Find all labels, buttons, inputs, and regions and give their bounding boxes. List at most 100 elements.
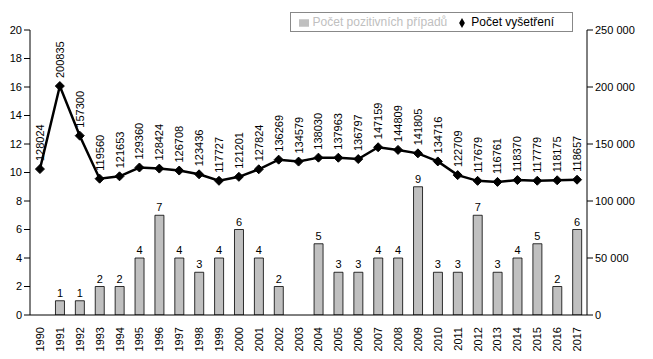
svg-text:3: 3: [455, 258, 461, 270]
svg-text:12: 12: [10, 138, 22, 150]
svg-text:157300: 157300: [74, 91, 86, 128]
svg-text:2000: 2000: [233, 327, 245, 351]
svg-text:141805: 141805: [412, 109, 424, 146]
svg-text:4: 4: [514, 244, 520, 256]
svg-text:2: 2: [554, 273, 560, 285]
svg-text:4: 4: [16, 252, 22, 264]
svg-text:134716: 134716: [432, 117, 444, 154]
svg-text:1990: 1990: [34, 327, 46, 351]
svg-text:20: 20: [10, 24, 22, 36]
svg-text:4: 4: [375, 244, 381, 256]
svg-text:6: 6: [236, 216, 242, 228]
svg-text:2003: 2003: [293, 327, 305, 351]
svg-text:2017: 2017: [571, 327, 583, 351]
svg-text:2011: 2011: [452, 327, 464, 351]
svg-text:4: 4: [136, 244, 142, 256]
svg-text:126708: 126708: [173, 126, 185, 163]
svg-text:2: 2: [97, 273, 103, 285]
svg-text:117727: 117727: [213, 137, 225, 173]
svg-text:122709: 122709: [452, 130, 464, 167]
svg-text:123436: 123436: [193, 130, 205, 167]
svg-text:1992: 1992: [74, 327, 86, 351]
svg-text:2015: 2015: [531, 327, 543, 351]
svg-text:100 000: 100 000: [595, 195, 635, 207]
svg-text:1993: 1993: [94, 327, 106, 351]
svg-text:2005: 2005: [332, 327, 344, 351]
svg-text:7: 7: [156, 201, 162, 213]
svg-text:1: 1: [77, 287, 83, 299]
svg-text:137963: 137963: [332, 113, 344, 150]
svg-text:2009: 2009: [412, 327, 424, 351]
svg-text:0: 0: [595, 309, 601, 321]
svg-text:3: 3: [495, 258, 501, 270]
svg-text:129360: 129360: [133, 123, 145, 160]
svg-text:1999: 1999: [213, 327, 225, 351]
svg-text:2002: 2002: [273, 327, 285, 351]
svg-text:116761: 116761: [491, 138, 503, 174]
svg-text:127824: 127824: [253, 125, 265, 162]
svg-text:117779: 117779: [531, 137, 543, 173]
svg-text:0: 0: [16, 309, 22, 321]
svg-text:250 000: 250 000: [595, 24, 635, 36]
svg-text:5: 5: [534, 230, 540, 242]
svg-text:4: 4: [216, 244, 222, 256]
svg-text:2: 2: [117, 273, 123, 285]
svg-text:4: 4: [256, 244, 262, 256]
svg-text:2016: 2016: [551, 327, 563, 351]
svg-text:2006: 2006: [352, 327, 364, 351]
svg-text:128424: 128424: [153, 124, 165, 161]
svg-text:4: 4: [176, 244, 182, 256]
svg-text:4: 4: [395, 244, 401, 256]
html-text:Počet pozitivních případů: Počet pozitivních případů: [312, 15, 448, 29]
svg-text:200835: 200835: [54, 41, 66, 78]
svg-text:14: 14: [10, 109, 22, 121]
svg-text:16: 16: [10, 81, 22, 93]
svg-text:2014: 2014: [511, 327, 523, 351]
svg-text:1994: 1994: [114, 327, 126, 351]
svg-text:200 000: 200 000: [595, 81, 635, 93]
svg-text:117679: 117679: [472, 137, 484, 173]
svg-text:2012: 2012: [472, 327, 484, 351]
svg-text:136797: 136797: [352, 114, 364, 151]
svg-text:134579: 134579: [293, 117, 305, 154]
svg-text:50 000: 50 000: [595, 252, 629, 264]
svg-text:150 000: 150 000: [595, 138, 635, 150]
svg-text:138030: 138030: [312, 113, 324, 150]
svg-text:3: 3: [196, 258, 202, 270]
svg-text:121201: 121201: [233, 132, 245, 169]
svg-text:8: 8: [16, 195, 22, 207]
svg-text:2013: 2013: [491, 327, 503, 351]
svg-text:6: 6: [16, 223, 22, 235]
svg-text:118175: 118175: [551, 136, 563, 172]
svg-text:6: 6: [574, 216, 580, 228]
svg-text:1991: 1991: [54, 327, 66, 351]
svg-text:121653: 121653: [114, 132, 126, 169]
svg-text:147159: 147159: [372, 103, 384, 140]
svg-text:1996: 1996: [153, 327, 165, 351]
svg-text:1998: 1998: [193, 327, 205, 351]
svg-text:9: 9: [415, 173, 421, 185]
svg-text:118657: 118657: [571, 136, 583, 172]
svg-text:1: 1: [57, 287, 63, 299]
svg-text:2: 2: [276, 273, 282, 285]
svg-text:10: 10: [10, 166, 22, 178]
svg-text:2: 2: [16, 280, 22, 292]
svg-text:2001: 2001: [253, 327, 265, 351]
svg-text:128024: 128024: [34, 124, 46, 161]
svg-text:136269: 136269: [273, 115, 285, 152]
svg-text:144809: 144809: [392, 105, 404, 142]
svg-text:118370: 118370: [511, 136, 523, 172]
svg-text:3: 3: [435, 258, 441, 270]
svg-text:1997: 1997: [173, 327, 185, 351]
svg-text:2008: 2008: [392, 327, 404, 351]
svg-text:119560: 119560: [94, 135, 106, 171]
svg-text:7: 7: [475, 201, 481, 213]
svg-text:2004: 2004: [312, 327, 324, 351]
svg-text:3: 3: [355, 258, 361, 270]
svg-text:2007: 2007: [372, 327, 384, 351]
svg-text:2010: 2010: [432, 327, 444, 351]
svg-text:5: 5: [316, 230, 322, 242]
svg-text:3: 3: [335, 258, 341, 270]
svg-text:18: 18: [10, 52, 22, 64]
svg-text:1995: 1995: [133, 327, 145, 351]
